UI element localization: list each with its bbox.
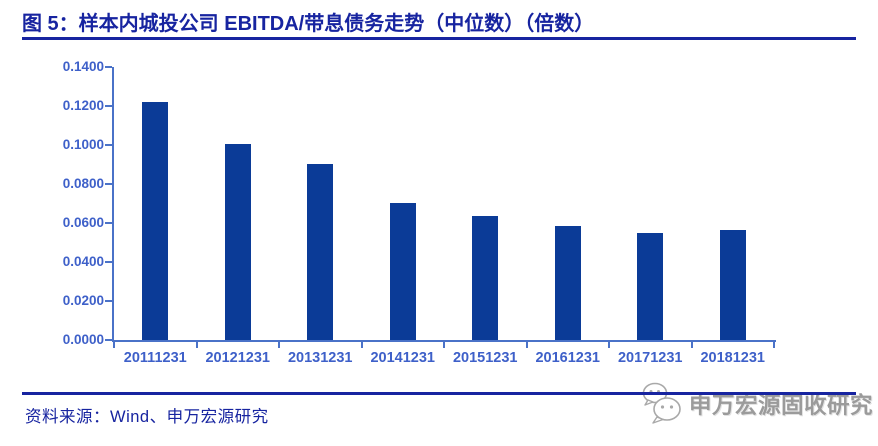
y-tick-mark (105, 105, 112, 107)
y-tick-label: 0.1000 (62, 137, 104, 152)
x-tick-mark (195, 342, 198, 348)
y-tick-mark (105, 339, 112, 341)
bar (389, 203, 416, 340)
y-tick-label: 0.1200 (62, 98, 104, 113)
y-tick-label: 0.0800 (62, 176, 104, 191)
y-tick-label: 0.0000 (62, 332, 104, 347)
y-tick-mark (105, 261, 112, 263)
x-tick-label: 20161231 (535, 350, 600, 366)
bar (472, 215, 499, 340)
wechat-icon (642, 382, 681, 424)
footer-rule (22, 392, 856, 395)
x-tick-mark (608, 342, 610, 348)
x-tick-mark (360, 342, 363, 348)
y-tick-mark (105, 300, 112, 302)
title-rule (22, 37, 856, 40)
watermark-text: 申万宏源固收研究 (689, 393, 874, 418)
x-tick-label: 20131231 (287, 350, 353, 366)
x-tick-mark (443, 342, 445, 348)
y-tick-label: 0.0600 (62, 215, 104, 230)
y-tick-label: 0.1400 (62, 59, 104, 74)
x-tick-label: 20141231 (370, 350, 435, 366)
y-tick-mark (105, 183, 112, 185)
x-tick-label: 20121231 (205, 350, 270, 366)
x-tick-mark (773, 342, 775, 348)
y-tick-mark (105, 144, 112, 146)
figure-title: 图 5：样本内城投公司 EBITDA/带息债务走势（中位数）（倍数） (22, 13, 595, 35)
x-axis-line (112, 340, 776, 342)
bar (719, 230, 746, 340)
x-tick-mark (278, 342, 280, 348)
x-tick-mark (113, 342, 115, 348)
x-tick-mark (525, 342, 528, 348)
y-axis-line (112, 67, 114, 342)
y-tick-label: 0.0200 (62, 293, 104, 308)
x-tick-label: 20111231 (123, 350, 187, 366)
x-tick-mark (690, 342, 693, 348)
x-tick-label: 20181231 (700, 350, 765, 366)
y-tick-mark (105, 222, 112, 224)
source-note: 资料来源：Wind、申万宏源研究 (25, 408, 269, 426)
watermark: 申万宏源固收研究 (641, 381, 873, 425)
bar (307, 163, 334, 340)
bar (637, 232, 664, 340)
y-tick-label: 0.0400 (62, 254, 104, 269)
bar (142, 101, 169, 340)
bar (224, 143, 251, 340)
bar (554, 225, 581, 340)
x-tick-label: 20171231 (617, 350, 683, 366)
y-tick-mark (105, 66, 112, 68)
x-tick-label: 20151231 (452, 350, 518, 366)
